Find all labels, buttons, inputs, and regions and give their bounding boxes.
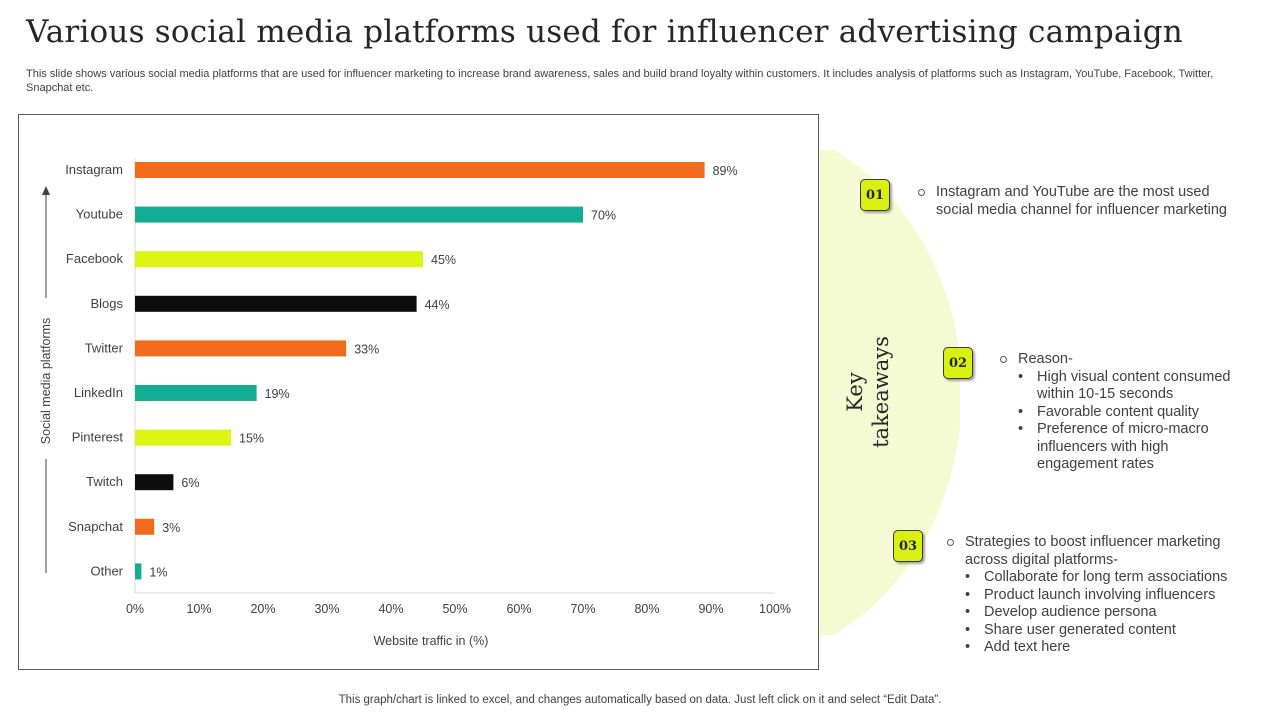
circle-bullet-icon [1000, 356, 1007, 363]
bar-pinterest [135, 429, 231, 446]
takeaway-text-01: Instagram and YouTube are the most used … [936, 184, 1227, 218]
category-label: Youtube [76, 207, 123, 222]
takeaway-text-03: Strategies to boost influencer marketing… [965, 534, 1221, 568]
takeaway-item-03: Strategies to boost influencer marketing… [947, 534, 1247, 657]
category-label: Snapchat [68, 519, 123, 534]
x-tick-label: 40% [378, 602, 403, 616]
bar-twitch [135, 474, 174, 491]
x-tick-label: 70% [570, 602, 595, 616]
bar-linkedin [135, 385, 257, 401]
key-takeaways-title-text: Key takeaways [842, 336, 894, 448]
category-label: Twitter [85, 340, 124, 355]
takeaway-bullet: Favorable content quality [1018, 404, 1245, 422]
takeaway-badge-01: 01 [860, 179, 890, 211]
y-axis-title: Social media platforms [39, 318, 53, 444]
x-axis-title: Website traffic in (%) [374, 634, 489, 648]
bar-other [135, 563, 142, 580]
x-tick-label: 10% [186, 602, 211, 616]
category-label: Instagram [65, 162, 123, 177]
data-label: 19% [265, 387, 290, 401]
category-label: LinkedIn [74, 385, 123, 400]
data-label: 1% [149, 565, 167, 579]
data-label: 33% [354, 342, 379, 356]
x-tick-label: 20% [250, 602, 275, 616]
takeaway-bullet: Add text here [965, 639, 1247, 657]
takeaway-item-01: Instagram and YouTube are the most used … [918, 184, 1238, 219]
category-label: Other [90, 563, 123, 578]
takeaway-bullet: High visual content consumed within 10-1… [1018, 369, 1245, 404]
data-label: 3% [162, 521, 180, 535]
x-tick-label: 100% [759, 602, 791, 616]
takeaway-badge-02: 02 [943, 347, 973, 379]
data-label: 70% [591, 209, 616, 223]
takeaway-bullet: Collaborate for long term associations [965, 569, 1247, 587]
footer-note: This graph/chart is linked to excel, and… [338, 694, 942, 706]
x-tick-label: 0% [126, 602, 144, 616]
x-tick-label: 60% [506, 602, 531, 616]
arrow-up-icon [42, 186, 50, 195]
takeaway-item-02: Reason- High visual content consumed wit… [1000, 351, 1245, 474]
data-label: 44% [425, 298, 450, 312]
bar-blogs [135, 295, 417, 312]
key-title-line2: takeaways [869, 336, 893, 448]
bar-instagram [135, 162, 705, 178]
x-tick-label: 30% [314, 602, 339, 616]
key-title-line1: Key [843, 372, 867, 412]
takeaway-bullets-02: High visual content consumed within 10-1… [1000, 369, 1245, 474]
circle-bullet-icon [947, 539, 954, 546]
x-tick-label: 90% [698, 602, 723, 616]
data-label: 45% [431, 253, 456, 267]
takeaway-bullet: Product launch involving influencers [965, 587, 1247, 605]
circle-bullet-icon [918, 189, 925, 196]
category-label: Twitch [86, 474, 123, 489]
bar-chart[interactable]: Instagram 89% Youtube 70% Facebook 45% Blogs 44… [18, 114, 819, 670]
takeaway-badge-03: 03 [893, 530, 923, 562]
bar-twitter [135, 340, 347, 357]
key-takeaways-arc [820, 150, 960, 635]
takeaway-bullet: Preference of micro-macro influencers wi… [1018, 421, 1245, 474]
takeaway-bullet: Share user generated content [965, 622, 1247, 640]
data-label: 6% [181, 476, 199, 490]
x-tick-label: 80% [634, 602, 659, 616]
bar-chart-svg: Instagram 89% Youtube 70% Facebook 45% Blogs 44… [39, 158, 791, 648]
bar-youtube [135, 206, 583, 223]
takeaway-text-02: Reason- [1018, 351, 1073, 367]
x-tick-label: 50% [442, 602, 467, 616]
category-label: Facebook [66, 251, 124, 266]
bar-facebook [135, 251, 423, 268]
takeaway-bullets-03: Collaborate for long term associations P… [947, 569, 1247, 657]
takeaway-bullet: Develop audience persona [965, 604, 1247, 622]
page-subtitle: This slide shows various social media pl… [26, 68, 1214, 94]
category-label: Pinterest [72, 430, 124, 445]
category-label: Blogs [90, 296, 123, 311]
page-title: Various social media platforms used for … [26, 14, 1183, 50]
data-label: 89% [713, 164, 738, 178]
data-label: 15% [239, 432, 264, 446]
bar-snapchat [135, 518, 155, 535]
